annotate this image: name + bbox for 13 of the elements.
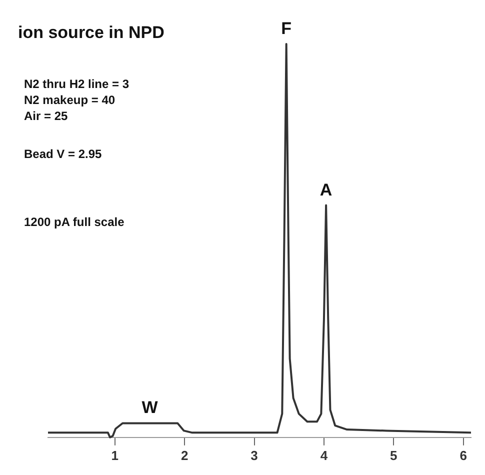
- x-tick-label: 2: [180, 448, 188, 463]
- annotation: Bead V = 2.95: [24, 147, 102, 161]
- x-tick-label: 3: [250, 448, 258, 463]
- chart-title: ion source in NPD: [18, 23, 164, 42]
- x-tick-label: 1: [111, 448, 119, 463]
- annotation: N2 thru H2 line = 3 N2 makeup = 40 Air = 25: [24, 77, 130, 123]
- x-tick-label: 6: [460, 448, 467, 463]
- annotation: A: [320, 180, 332, 200]
- x-tick-label: 4: [320, 448, 328, 463]
- annotation: W: [142, 398, 159, 418]
- annotation: F: [281, 19, 292, 38]
- x-tick-label: 5: [390, 448, 398, 463]
- annotation: 1200 pA full scale: [24, 215, 125, 229]
